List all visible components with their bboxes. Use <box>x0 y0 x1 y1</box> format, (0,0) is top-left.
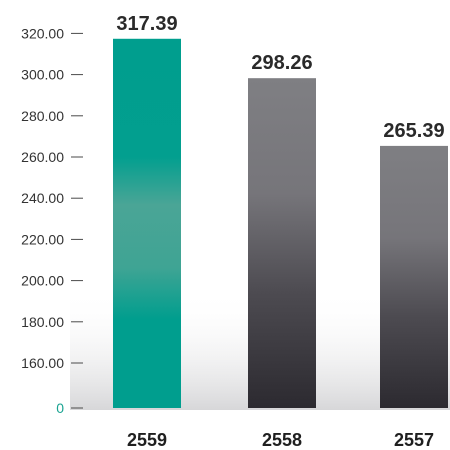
y-axis: 0 160.00 180.00 200.00 220.00 240.00 260.00 280… <box>21 25 83 416</box>
x-axis: 2559 2558 2557 <box>127 430 434 450</box>
y-tick-label: 260.00 <box>21 149 64 165</box>
bar-2557 <box>380 145 448 408</box>
y-tick-label: 320.00 <box>21 25 64 41</box>
y-tick-label: 0 <box>56 400 64 416</box>
y-tick-label: 200.00 <box>21 273 64 289</box>
y-tick-label: 300.00 <box>21 67 64 83</box>
bar-2559 <box>113 38 181 408</box>
category-label-2557: 2557 <box>394 430 434 450</box>
bars <box>113 38 448 409</box>
value-label-2559: 317.39 <box>116 13 177 35</box>
value-labels: 317.39 298.26 265.39 <box>116 13 444 142</box>
y-tick-label: 240.00 <box>21 190 64 206</box>
y-tick-label: 160.00 <box>21 355 64 371</box>
value-label-2557: 265.39 <box>383 120 444 142</box>
value-label-2558: 298.26 <box>251 52 312 74</box>
y-tick-label: 280.00 <box>21 108 64 124</box>
category-label-2558: 2558 <box>262 430 302 450</box>
category-label-2559: 2559 <box>127 430 167 450</box>
bar-2558 <box>248 78 316 409</box>
y-tick-label: 180.00 <box>21 314 64 330</box>
y-tick-label: 220.00 <box>21 231 64 247</box>
